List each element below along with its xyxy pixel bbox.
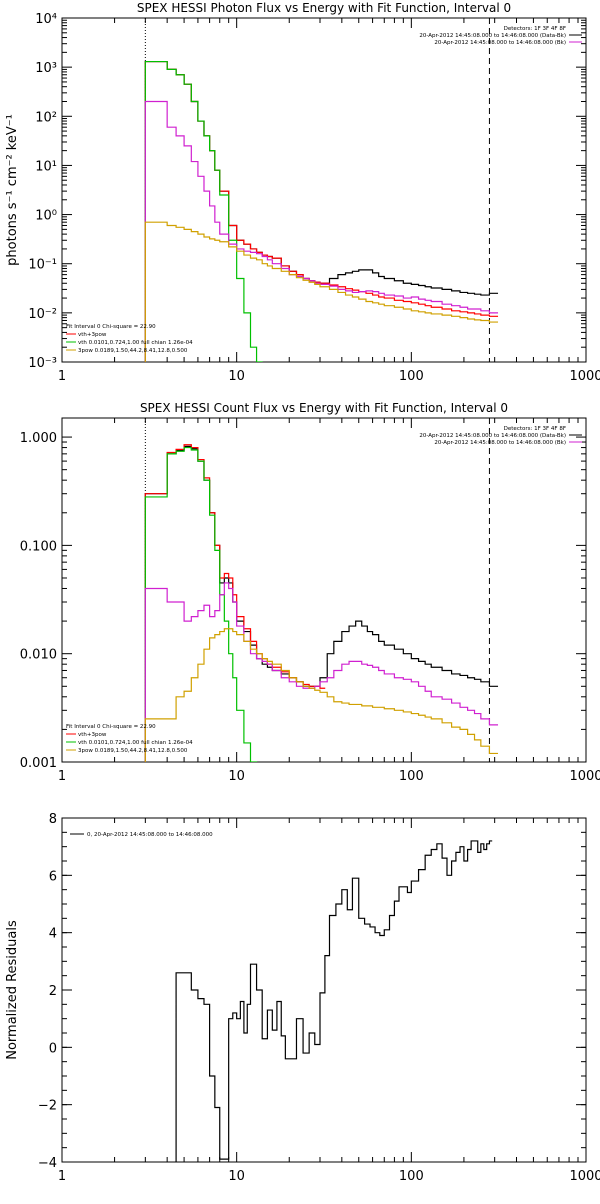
x-tick-label: 1000 [569,1169,600,1184]
legend-bottom-left-text: vth 0.0101,0.724,1.00 full chian 1.26e-0… [78,340,193,346]
y-tick-label: 10³ [35,61,57,76]
count-flux-panel: SPEX HESSI Count Flux vs Energy with Fit… [20,401,600,784]
legend-top-right-text: 20-Apr-2012 14:45:08.000 to 14:46:08.000… [434,440,566,446]
series-group [144,444,499,762]
legend-top-right-text: 20-Apr-2012 14:45:08.000 to 14:46:08.000… [419,33,566,39]
legend-bottom-left-text: Fit Interval 0 Chi-square = 22.90 [66,724,156,730]
legend-top-right-text: Detectors: 1F 3F 4F 8F [504,426,566,432]
photon-flux-panel: SPEX HESSI Photon Flux vs Energy with Fi… [5,1,600,384]
x-tick-label: 100 [399,769,424,784]
plot-frame [61,817,587,1163]
series-line [144,221,499,362]
y-tick-label: 10⁴ [35,12,57,27]
x-tick-label: 100 [399,369,424,384]
y-tick-label: 10⁻² [28,307,57,322]
legend-top-right-text: 20-Apr-2012 14:45:08.000 to 14:46:08.000… [434,40,566,46]
legend-bottom-left-text: vth+3pow [78,332,107,338]
plot-frame [61,417,587,763]
y-tick-label: 10⁰ [35,209,57,224]
legend-bottom-left-text: Fit Interval 0 Chi-square = 22.90 [66,324,156,330]
y-tick-label: 0.001 [20,756,57,771]
y-tick-label: 10⁻¹ [28,258,57,273]
series-line [144,444,326,762]
y-tick-label: 0.010 [20,648,57,663]
x-tick-label: 1000 [569,369,600,384]
y-axis-label: Normalized Residuals [5,920,20,1060]
x-tick-label: 100 [399,1169,424,1184]
x-tick-label: 1 [58,769,66,784]
legend-bottom-left-text: 3pow 0.0189,1.50,44.2,8.41,12.8,0.500 [78,348,188,354]
y-tick-label: 10² [35,110,57,125]
series-line [144,446,258,762]
y-tick-label: 0.100 [20,539,57,554]
y-tick-label: 6 [49,869,57,884]
y-tick-label: 10⁻³ [28,356,57,371]
series-line [144,60,263,362]
legend-bottom-left-text: vth+3pow [78,732,107,738]
x-tick-label: 1000 [569,769,600,784]
residuals-panel: Normalized Residuals 1 10 100 1000 −4 −2 0 2 4 6 8 0… [5,812,600,1184]
legend-top-right-text: Detectors: 1F 3F 4F 8F [504,26,566,32]
plot-frame [61,17,587,363]
series-group [144,60,499,362]
chart-title: SPEX HESSI Count Flux vs Energy with Fit… [140,401,508,415]
y-tick-label: 1.000 [20,431,57,446]
x-tick-label: 10 [228,1169,245,1184]
x-tick-label: 1 [58,1169,66,1184]
legend-bottom-left-text: vth 0.0101,0.724,1.00 full chian 1.26e-0… [78,740,193,746]
y-tick-label: 4 [49,927,57,942]
y-tick-label: 10¹ [35,159,57,174]
y-axis-label: photons s⁻¹ cm⁻² keV⁻¹ [5,114,20,266]
y-tick-label: 0 [49,1041,57,1056]
chart-title: SPEX HESSI Photon Flux vs Energy with Fi… [137,1,511,15]
y-tick-label: −4 [38,1156,57,1171]
legend-top-right-text: 20-Apr-2012 14:45:08.000 to 14:46:08.000… [419,433,566,439]
series-line [144,100,499,362]
legend-bottom-left-text: 3pow 0.0189,1.50,44.2,8.41,12.8,0.500 [78,748,188,754]
y-tick-label: 8 [49,812,57,827]
series-line [144,445,499,762]
series-group [175,840,493,1162]
x-tick-label: 1 [58,369,66,384]
y-tick-label: −2 [38,1099,57,1114]
series-line [175,840,493,1162]
x-tick-label: 10 [228,369,245,384]
y-tick-label: 2 [49,984,57,999]
legend-top-left-text: 0, 20-Apr-2012 14:45:08.000 to 14:46:08.… [87,832,213,838]
series-line [144,628,499,762]
x-tick-label: 10 [228,769,245,784]
